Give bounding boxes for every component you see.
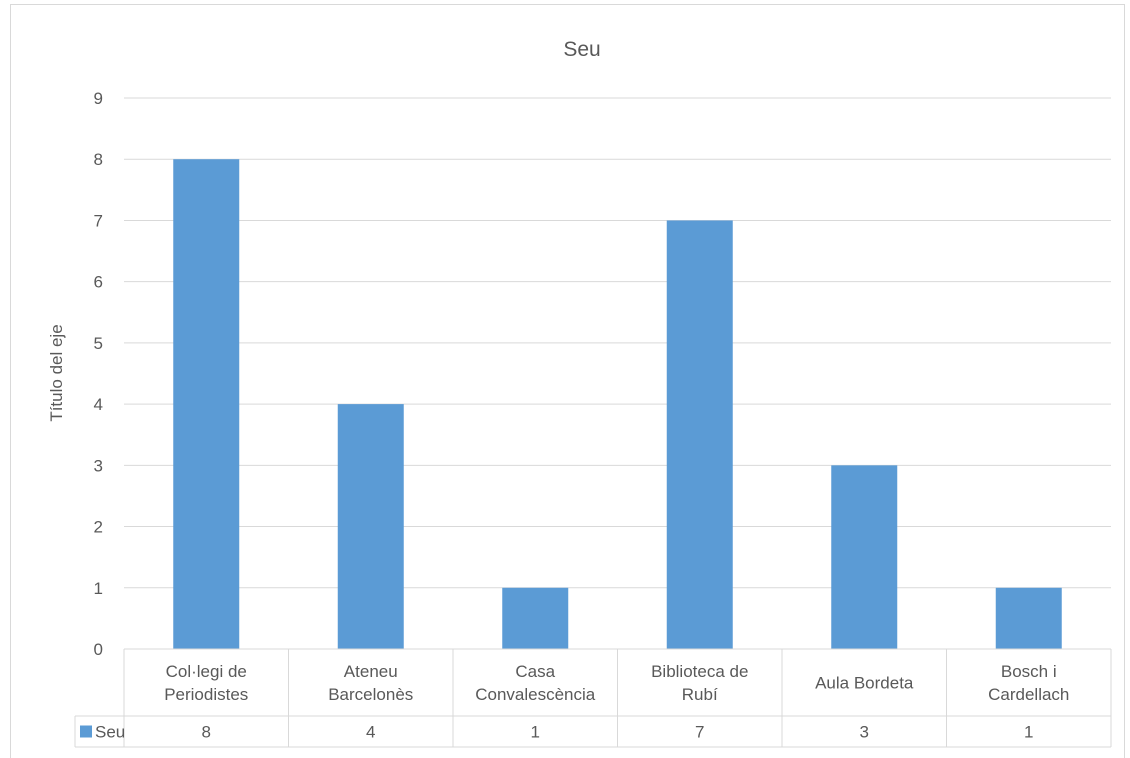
x-tick-label: Bosch i [1001, 662, 1057, 681]
y-tick-label: 8 [94, 150, 103, 169]
y-tick-label: 2 [94, 518, 103, 537]
bar [831, 465, 898, 649]
x-tick-label: Barcelonès [328, 685, 413, 704]
x-tick-label: Col·legi de [166, 662, 247, 681]
data-label: 4 [366, 723, 375, 742]
bar [666, 220, 733, 649]
y-tick-label: 9 [94, 89, 103, 108]
bar [995, 587, 1062, 649]
data-label: 1 [1024, 723, 1033, 742]
x-tick-label: Convalescència [475, 685, 596, 704]
y-tick-label: 3 [94, 456, 103, 475]
y-tick-label: 1 [94, 579, 103, 598]
x-tick-label: Biblioteca de [651, 662, 748, 681]
x-tick-label: Rubí [682, 685, 718, 704]
chart-title: Seu [563, 38, 600, 61]
x-tick-label: Casa [515, 662, 555, 681]
grid-layer [124, 97, 1111, 589]
bar [173, 159, 240, 649]
y-axis-ticks: 0 1 2 3 4 5 6 7 8 9 [94, 89, 103, 659]
data-table: Col·legi de Periodistes 8 Ateneu Barcelonès 4… [74, 648, 1112, 748]
bar [502, 587, 569, 649]
x-tick-label: Periodistes [164, 685, 248, 704]
x-tick-label: Ateneu [344, 662, 398, 681]
y-tick-label: 0 [94, 640, 103, 659]
legend-label: Seu [95, 723, 125, 742]
x-tick-label: Cardellach [988, 685, 1069, 704]
y-tick-label: 5 [94, 334, 103, 353]
y-tick-label: 4 [94, 395, 103, 414]
y-axis-label: Título del eje [47, 324, 66, 421]
y-tick-label: 6 [94, 273, 103, 292]
data-label: 7 [695, 723, 704, 742]
y-tick-label: 7 [94, 211, 103, 230]
data-label: 1 [531, 723, 540, 742]
data-label: 8 [202, 723, 211, 742]
bar [337, 404, 404, 649]
x-tick-label: Aula Bordeta [815, 674, 914, 693]
data-label: 3 [860, 723, 869, 742]
bars [173, 159, 1062, 649]
legend-swatch [80, 725, 92, 738]
chart-frame [10, 4, 1125, 758]
